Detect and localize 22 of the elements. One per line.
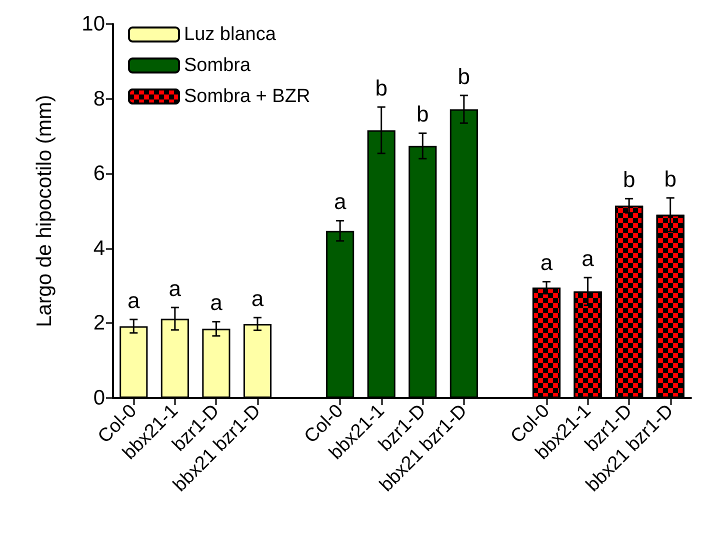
y-tick-label: 10 xyxy=(82,12,105,36)
data-label: a xyxy=(128,288,141,313)
data-label: a xyxy=(168,276,182,301)
y-tick-label: 6 xyxy=(93,162,105,186)
data-label: b xyxy=(375,76,388,101)
y-tick-label: 2 xyxy=(93,312,105,335)
data-label: b xyxy=(622,167,636,192)
data-label: a xyxy=(540,250,554,276)
y-tick-label: 8 xyxy=(93,87,105,110)
data-label: a xyxy=(210,290,224,316)
y-axis-title: Largo de hipocotilo (mm) xyxy=(33,94,56,328)
data-label: b xyxy=(664,166,676,192)
legend-label: Sombra + BZR xyxy=(184,86,310,107)
data-label: a xyxy=(582,246,595,272)
legend-label: Sombra xyxy=(184,55,251,76)
y-tick-label: 4 xyxy=(93,236,106,260)
data-label: a xyxy=(251,286,264,312)
data-label: b xyxy=(458,64,470,89)
legend-label: Luz blanca xyxy=(184,24,276,45)
data-label: b xyxy=(416,102,429,127)
data-label: a xyxy=(334,189,347,214)
y-tick-label: 0 xyxy=(93,386,105,410)
